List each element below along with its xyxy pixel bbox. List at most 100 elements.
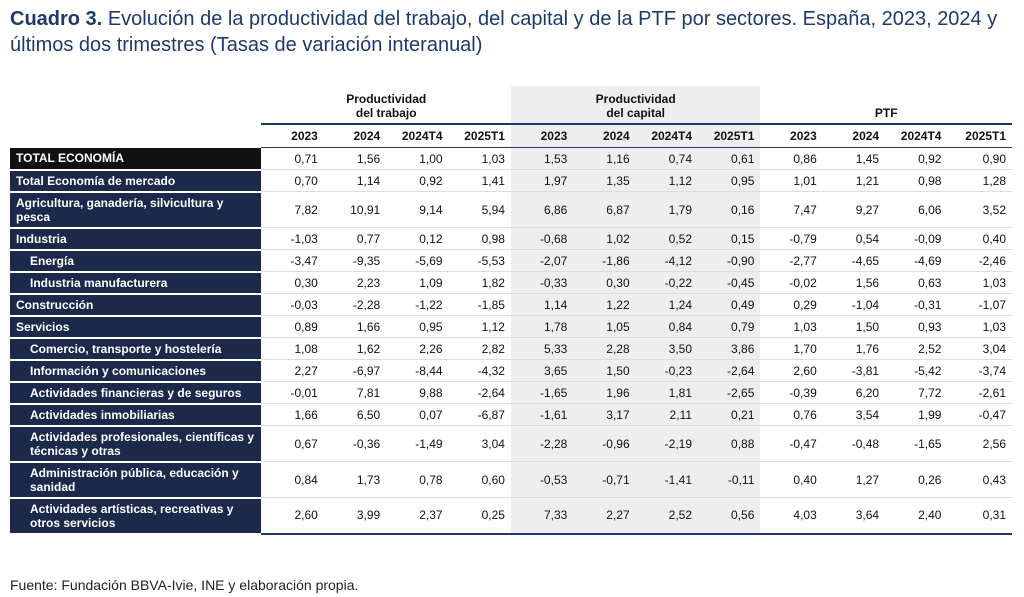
period-header-cell: 2024 xyxy=(323,123,387,148)
value-cell: 0,30 xyxy=(261,271,324,294)
value-cell: 1,27 xyxy=(822,461,886,498)
table-row: Industria manufacturera 0,30 2,23 1,09 1,82-… xyxy=(10,271,1012,295)
productivity-table: Productividad del trabajo Productividad … xyxy=(10,86,1012,535)
value-cell: 1,35 xyxy=(573,169,636,192)
value-cell: 1,96 xyxy=(573,381,636,404)
value-cell: -0,53 xyxy=(510,461,574,498)
value-cell: 0,98 xyxy=(885,169,948,192)
value-cell: 0,89 xyxy=(261,315,324,338)
value-cell: 0,29 xyxy=(760,293,823,316)
value-cell: 3,17 xyxy=(573,403,636,426)
value-cell: -4,69 xyxy=(885,249,948,272)
source-note: Fuente: Fundación BBVA-Ivie, INE y elabo… xyxy=(10,577,359,593)
table-body: TOTAL ECONOMÍA 0,71 1,56 1,00 1,03 1,53 1,16 0,… xyxy=(10,147,1012,535)
period-header-cell: 2025T1 xyxy=(947,123,1012,148)
value-cell: -5,42 xyxy=(885,359,948,382)
value-cell: 1,50 xyxy=(822,315,886,338)
value-cell: 0,92 xyxy=(885,147,948,170)
value-cell: -3,47 xyxy=(261,249,324,272)
value-cell: -0,47 xyxy=(947,403,1012,426)
value-cell: -1,86 xyxy=(573,249,636,272)
value-cell: 2,28 xyxy=(573,337,636,360)
row-label: Administración pública, educación y sani… xyxy=(10,461,262,499)
title-text: Evolución de la productividad del trabaj… xyxy=(10,8,998,56)
value-cell: 4,03 xyxy=(760,497,823,535)
value-cell: 0,71 xyxy=(261,147,324,170)
table-row: Agricultura, ganadería, silvicultura y p… xyxy=(10,191,1012,229)
value-cell: 1,01 xyxy=(760,169,823,192)
value-cell: -8,44 xyxy=(386,359,449,382)
value-cell: 1,53 xyxy=(510,147,574,170)
value-cell: 1,66 xyxy=(323,315,387,338)
value-cell: 2,11 xyxy=(635,403,699,426)
value-cell: 1,45 xyxy=(822,147,886,170)
value-cell: -4,32 xyxy=(448,359,511,382)
value-cell: 0,21 xyxy=(698,403,761,426)
value-cell: -0,03 xyxy=(261,293,324,316)
row-label: Actividades financieras y de seguros xyxy=(10,381,262,405)
value-cell: 2,56 xyxy=(947,425,1012,462)
period-header-cell: 2024 xyxy=(573,123,636,148)
value-cell: -2,61 xyxy=(947,381,1012,404)
group-capital-line2: del capital xyxy=(606,106,665,120)
value-cell: 1,09 xyxy=(386,271,449,294)
period-header-cell: 2024 xyxy=(822,123,886,148)
value-cell: 9,88 xyxy=(386,381,449,404)
value-cell: 1,56 xyxy=(323,147,387,170)
table-row: Actividades inmobiliarias 1,66 6,50 0,07 -6,… xyxy=(10,403,1012,427)
value-cell: -1,07 xyxy=(947,293,1012,316)
row-label: Actividades profesionales, científicas y… xyxy=(10,425,262,463)
value-cell: 1,24 xyxy=(635,293,699,316)
value-cell: 1,03 xyxy=(448,147,511,170)
period-header-blank xyxy=(10,124,261,148)
value-cell: -1,22 xyxy=(386,293,449,316)
value-cell: -1,03 xyxy=(261,227,324,250)
value-cell: -0,47 xyxy=(760,425,823,462)
value-cell: 0,54 xyxy=(822,227,886,250)
value-cell: 3,54 xyxy=(822,403,886,426)
value-cell: -2,28 xyxy=(510,425,574,462)
value-cell: 0,12 xyxy=(386,227,449,250)
value-cell: 3,50 xyxy=(635,337,699,360)
value-cell: 2,52 xyxy=(885,337,948,360)
value-cell: 2,37 xyxy=(386,497,449,535)
value-cell: 3,86 xyxy=(698,337,761,360)
value-cell: 1,03 xyxy=(947,271,1012,294)
value-cell: 10,91 xyxy=(323,191,387,228)
value-cell: 9,27 xyxy=(822,191,886,228)
value-cell: 0,88 xyxy=(698,425,761,462)
period-header-cell: 2024T4 xyxy=(386,123,449,148)
value-cell: -2,64 xyxy=(698,359,761,382)
value-cell: -6,87 xyxy=(448,403,511,426)
table-row: Comercio, transporte y hostelería 1,08 1,6… xyxy=(10,337,1012,361)
value-cell: 6,87 xyxy=(573,191,636,228)
value-cell: 1,81 xyxy=(635,381,699,404)
table-row: Energía -3,47 -9,35 -5,69 -5,53 -2,07 -1,86 -4,… xyxy=(10,249,1012,273)
value-cell: 3,64 xyxy=(822,497,886,535)
row-label: Total Economía de mercado xyxy=(10,169,262,193)
value-cell: 0,56 xyxy=(698,497,761,535)
value-cell: 3,52 xyxy=(947,191,1012,228)
value-cell: 0,61 xyxy=(698,147,761,170)
value-cell: 0,95 xyxy=(698,169,761,192)
value-cell: 0,63 xyxy=(885,271,948,294)
value-cell: 2,52 xyxy=(635,497,699,535)
value-cell: 1,16 xyxy=(573,147,636,170)
value-cell: -0,31 xyxy=(885,293,948,316)
value-cell: 0,25 xyxy=(448,497,511,535)
value-cell: 1,62 xyxy=(323,337,387,360)
table-row: Actividades profesionales, científicas y… xyxy=(10,425,1012,463)
period-header-cell: 2025T1 xyxy=(698,123,761,148)
period-header-cell: 2024T4 xyxy=(885,123,948,148)
row-label: Agricultura, ganadería, silvicultura y p… xyxy=(10,191,262,229)
table-row: Construcción -0,03 -2,28 -1,22 -1,85 1,14 1,22… xyxy=(10,293,1012,317)
row-label: Industria xyxy=(10,227,262,251)
period-header-row: 2023 2024 2024T4 2025T1 2023 2024 2024T4 2025T1… xyxy=(10,123,1012,148)
value-cell: 6,20 xyxy=(822,381,886,404)
value-cell: 0,31 xyxy=(947,497,1012,535)
value-cell: 1,03 xyxy=(947,315,1012,338)
table-row: Actividades artísticas, recreativas y ot… xyxy=(10,497,1012,535)
value-cell: 1,14 xyxy=(323,169,387,192)
value-cell: -0,71 xyxy=(573,461,636,498)
value-cell: 1,28 xyxy=(947,169,1012,192)
